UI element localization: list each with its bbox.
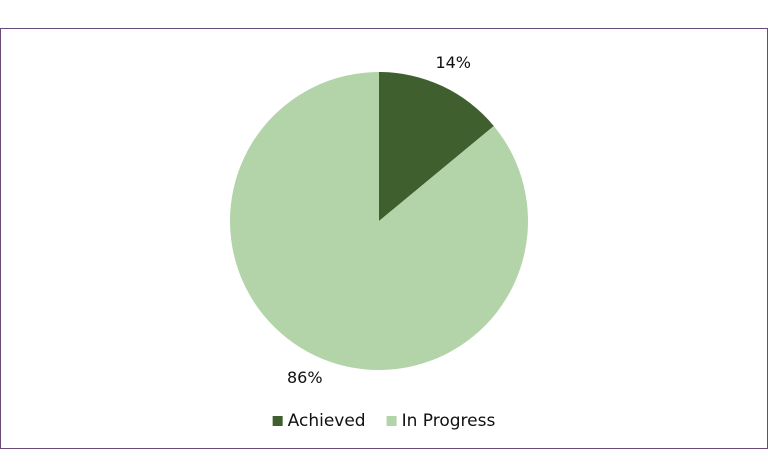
pie-slice — [229, 72, 528, 371]
legend-swatch — [386, 416, 397, 426]
plot-area: 14% 86% — [229, 53, 528, 387]
pie-slice — [379, 72, 494, 221]
data-label: 86% — [287, 368, 323, 387]
legend-swatch — [272, 416, 283, 426]
legend-label: Achieved — [288, 411, 366, 431]
legend-label: In Progress — [402, 411, 496, 431]
data-label: 14% — [435, 53, 471, 72]
legend: Achieved In Progress — [272, 411, 496, 431]
